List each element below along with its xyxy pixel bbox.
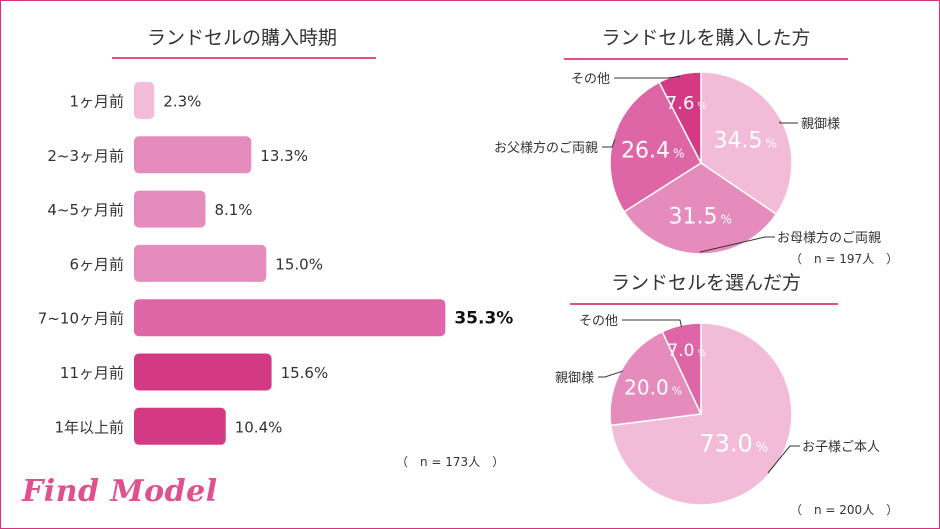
- pie-slice: [658, 71, 702, 164]
- pie-chart-chooser: 73.0% お子様ご本人 20.0 % 親御様 7.0 % その他: [555, 314, 880, 506]
- pie-value-label: 7.6%: [666, 93, 707, 114]
- bar-category-label: 1ヶ月前: [69, 93, 124, 111]
- pie2-title: ランドセルを選んだ方: [611, 272, 801, 294]
- pie-slice: [609, 81, 702, 213]
- pie-leader-line: [699, 236, 775, 253]
- bar-value-label: 8.1%: [214, 201, 252, 219]
- bar-category-label: 1年以上前: [54, 418, 124, 436]
- pie-chart-buyer: 34.5 % 親御様 31.5 % お母様方のご両親 26.4 % お父様方のご両親 7.6 % その…: [494, 71, 881, 255]
- pie-value-label: 7.0%: [667, 341, 706, 361]
- bar-category-label: 7~10ヶ月前: [38, 310, 124, 328]
- pie-slice: [700, 71, 793, 216]
- pie-category-label: 親御様: [801, 117, 840, 132]
- pie-value-label: 73.0%: [699, 429, 768, 457]
- bar: [134, 190, 206, 228]
- bar: [134, 407, 226, 445]
- pie-value-label: 26.4%: [621, 139, 684, 164]
- pie1-title: ランドセルを購入した方: [601, 27, 810, 49]
- pie1-sample-note: （ n = 197人 ）: [790, 252, 899, 266]
- pie-category-label: その他: [571, 72, 610, 87]
- bar-value-label: 2.3%: [163, 93, 201, 111]
- pie-leader-line: [598, 370, 624, 378]
- bar: [134, 299, 446, 337]
- pie-leader-line: [614, 75, 680, 79]
- pie-leader-line: [779, 121, 798, 124]
- bar-category-label: 6ヶ月前: [69, 255, 124, 273]
- bar: [134, 244, 267, 282]
- pie2-sample-note: （ n = 200人 ）: [790, 503, 899, 517]
- pie-category-label: お母様方のご両親: [777, 230, 881, 246]
- bar-value-label: 15.6%: [281, 364, 329, 382]
- bar-category-label: 2~3ヶ月前: [47, 147, 124, 165]
- pie-category-label: 親御様: [555, 371, 594, 386]
- pie-leader-line: [622, 319, 683, 328]
- pie-slice: [623, 162, 778, 255]
- pie-slice: [609, 330, 703, 427]
- pie-value-label: 31.5%: [668, 204, 731, 229]
- find-model-logo: Find Model: [22, 474, 218, 509]
- pie-leader-line: [602, 139, 616, 148]
- pie-value-label: 20.0%: [624, 376, 682, 400]
- bar-value-label: 13.3%: [260, 147, 308, 165]
- bar: [134, 82, 155, 119]
- pie-category-label: お子様ご本人: [802, 439, 880, 455]
- bar-chart-sample-note: （ n = 173人 ）: [396, 455, 505, 469]
- pie-leader-line: [767, 445, 800, 474]
- bar-chart: 1ヶ月前 2.3% 2~3ヶ月前 13.3% 4~5ヶ月前 8.1% 6ヶ月前 15.0% 7~…: [38, 82, 513, 445]
- bar: [134, 136, 252, 174]
- pie-category-label: その他: [579, 314, 618, 329]
- pie-value-label: 34.5%: [714, 128, 777, 153]
- pie-category-label: お父様方のご両親: [494, 140, 598, 156]
- bar-value-label: 15.0%: [275, 255, 323, 273]
- bar: [134, 353, 272, 391]
- bar-value-label: 35.3%: [454, 309, 513, 329]
- bar-category-label: 4~5ヶ月前: [47, 201, 124, 219]
- bar-value-label: 10.4%: [235, 418, 283, 436]
- bar-chart-title: ランドセルの購入時期: [147, 27, 337, 49]
- bar-category-label: 11ヶ月前: [60, 364, 124, 382]
